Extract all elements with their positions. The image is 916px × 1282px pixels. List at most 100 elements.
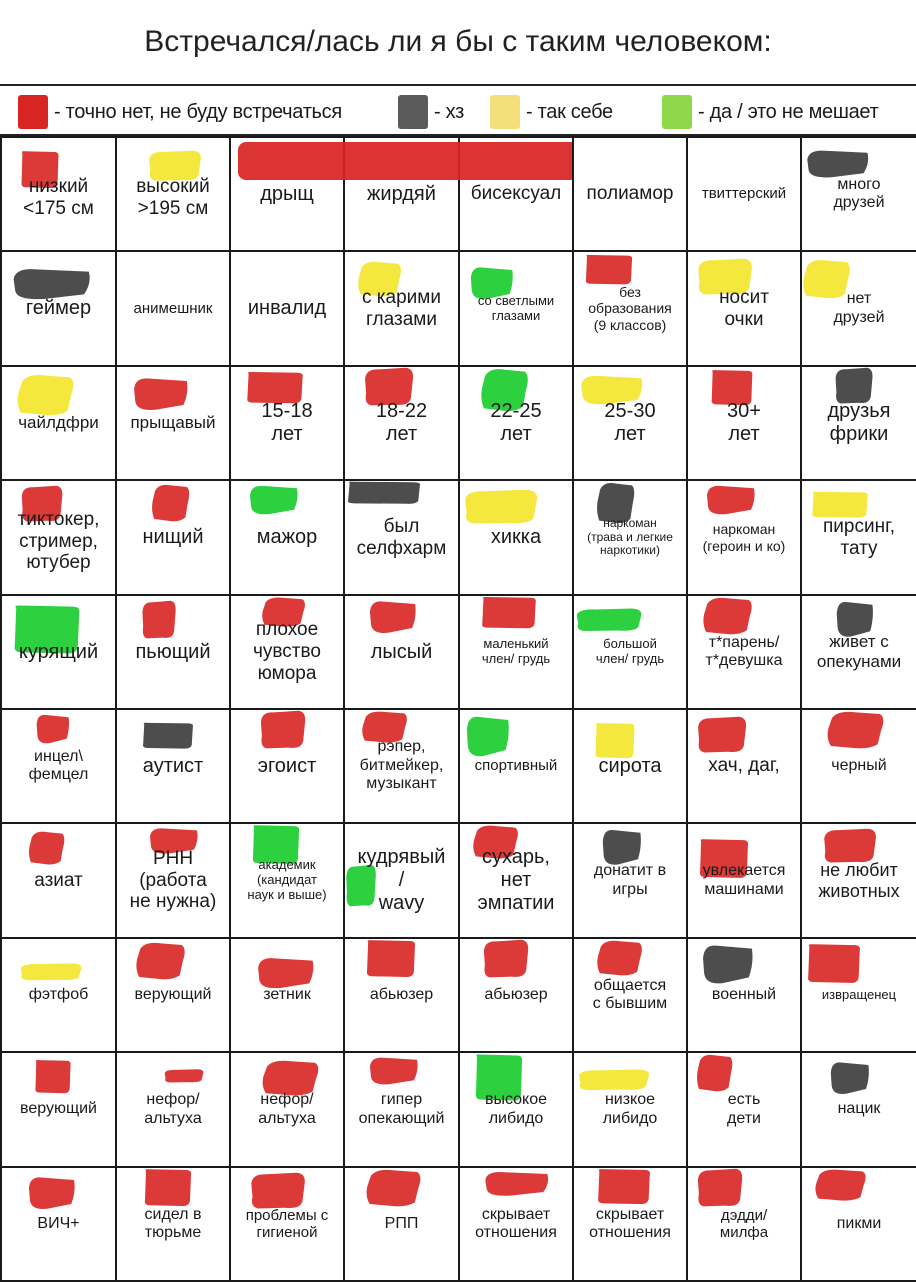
cell-label: 22-25 лет xyxy=(490,400,542,445)
bingo-cell: 25-30 лет xyxy=(572,365,688,481)
highlight-mark-yellow xyxy=(149,150,201,181)
highlight-mark-red xyxy=(370,1057,418,1085)
cell-label: сухарь, нет эмпатии xyxy=(477,846,555,914)
bingo-cell: пикми xyxy=(800,1166,916,1282)
cell-label: фэтфоб xyxy=(28,985,89,1003)
bingo-cell: нефор/ альтуха xyxy=(115,1051,231,1168)
cell-label: зетник xyxy=(263,985,311,1003)
cell-label: не любит животных xyxy=(818,859,900,901)
cell-label: твиттерский xyxy=(701,185,787,203)
bingo-cell: большой член/ грудь xyxy=(572,594,688,710)
highlight-mark-gray xyxy=(347,481,421,504)
cell-label: бисексуал xyxy=(470,183,562,205)
cell-label: был селфхарм xyxy=(356,515,447,559)
highlight-mark-red xyxy=(808,944,860,983)
highlight-mark-green xyxy=(14,605,80,654)
highlight-mark-yellow xyxy=(17,375,74,416)
bingo-cell: увлекается машинами xyxy=(686,822,802,939)
bingo-cell: высокий >195 см xyxy=(115,136,231,252)
highlight-mark-red xyxy=(585,254,633,285)
bingo-cell: есть дети xyxy=(686,1051,802,1168)
cell-label: друзья фрики xyxy=(827,400,891,445)
highlight-mark-red xyxy=(150,828,198,854)
bingo-cell: РНН (работа не нужна) xyxy=(115,822,231,939)
bingo-cell: аутист xyxy=(115,708,231,824)
highlight-mark-red xyxy=(482,596,536,629)
cell-label: тиктокер, стример, ютубер xyxy=(17,508,100,574)
bingo-cell: низкий <175 см xyxy=(0,136,117,252)
highlight-mark-red xyxy=(262,597,305,627)
cell-label: живет с опекунами xyxy=(816,632,902,671)
bingo-cell: со светлыми глазами xyxy=(458,250,574,367)
bingo-cell: черный xyxy=(800,708,916,824)
highlight-mark-yellow xyxy=(698,258,752,295)
highlight-mark-red xyxy=(144,1169,192,1207)
cell-label: инвалид xyxy=(247,297,327,319)
bingo-cell: пьющий xyxy=(115,594,231,710)
bingo-cell: твиттерский xyxy=(686,136,802,252)
highlight-mark-red xyxy=(707,485,755,515)
page-title: Встречался/лась ли я бы с таким человеко… xyxy=(144,25,772,58)
cell-label: нищий xyxy=(142,526,204,548)
cell-label: спортивный xyxy=(474,757,558,775)
bingo-cell: с карими глазами xyxy=(343,250,460,367)
cell-label: сирота xyxy=(598,754,662,777)
cell-label: высокий >195 см xyxy=(136,176,210,219)
highlight-mark-red xyxy=(251,1172,305,1209)
cell-label: пикми xyxy=(836,1214,882,1232)
cell-label: военный xyxy=(711,985,777,1003)
legend-swatch-yellow xyxy=(490,95,520,129)
bingo-cell: азиат xyxy=(0,822,117,939)
cell-label: хикка xyxy=(490,526,542,548)
highlight-mark-red xyxy=(142,600,176,639)
highlight-mark-red xyxy=(485,1172,549,1196)
cell-label: много друзей xyxy=(833,175,885,211)
highlight-mark-red xyxy=(711,370,753,406)
bingo-cell: кудрявый / wavy xyxy=(343,822,460,939)
cell-label: увлекается машинами xyxy=(702,862,786,898)
cell-label: плохое чувство юмора xyxy=(253,619,321,684)
highlight-mark-red xyxy=(365,367,414,406)
highlight-mark-green xyxy=(481,369,528,412)
highlight-mark-yellow xyxy=(812,491,868,518)
highlight-mark-red xyxy=(164,1069,204,1083)
cell-label: пьющий xyxy=(135,640,211,663)
bingo-cell: лысый xyxy=(343,594,460,710)
highlight-mark-yellow xyxy=(465,489,538,524)
bingo-cell: т*парень/ т*девушка xyxy=(686,594,802,710)
highlight-mark-red xyxy=(697,1168,743,1207)
highlight-mark-yellow xyxy=(20,963,82,981)
highlight-mark-green xyxy=(250,485,298,515)
bingo-cell: нацик xyxy=(800,1051,916,1168)
bingo-grid: низкий <175 см высокий >195 см дрыщ жирдяй б… xyxy=(0,136,916,1282)
bingo-cell: тиктокер, стример, ютубер xyxy=(0,479,117,596)
highlight-mark-red xyxy=(597,940,642,976)
highlight-mark-red xyxy=(366,940,416,978)
cell-label: рэпер, битмейкер, музыкант xyxy=(359,738,444,793)
highlight-mark-red xyxy=(134,378,188,411)
cell-label: проблемы с гигиеной xyxy=(245,1206,329,1241)
highlight-mark-green xyxy=(576,608,642,632)
bingo-cell: 30+ лет xyxy=(686,365,802,481)
cell-label: 18-22 лет xyxy=(375,400,428,445)
highlight-mark-gray xyxy=(597,483,635,524)
bingo-cell: инцел\ фемцел xyxy=(0,708,117,824)
highlight-mark-red xyxy=(28,1177,75,1210)
cell-label: дрыщ xyxy=(260,182,314,205)
bingo-cell: инвалид xyxy=(229,250,345,367)
bingo-cell: нет друзей xyxy=(800,250,916,367)
cell-label: 30+ лет xyxy=(727,400,761,445)
bingo-cell: нищий xyxy=(115,479,231,596)
highlight-mark-yellow xyxy=(803,259,850,299)
cell-label: нефор/ альтуха xyxy=(144,1091,202,1127)
highlight-mark-gray xyxy=(830,1062,869,1095)
legend-item-yellow: - так себе xyxy=(490,92,613,132)
cell-label: нет друзей xyxy=(833,290,885,326)
bingo-cell: спортивный xyxy=(458,708,574,824)
bingo-cell: друзья фрики xyxy=(800,365,916,481)
cell-label: общается с бывшим xyxy=(592,976,668,1012)
cell-label: низкий <175 см xyxy=(23,176,94,219)
bingo-cell: проблемы с гигиеной xyxy=(229,1166,345,1282)
highlight-mark-red xyxy=(36,714,70,744)
bingo-cell: прыщавый xyxy=(115,365,231,481)
